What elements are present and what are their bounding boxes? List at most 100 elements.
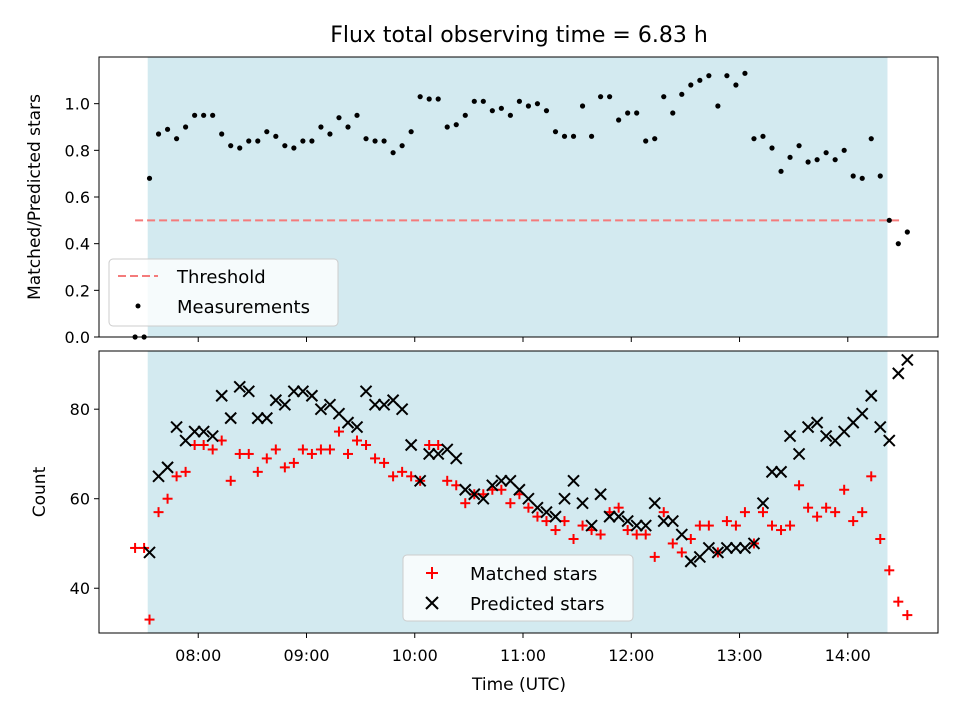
- matched-star-point: [649, 551, 660, 562]
- measurement-point: [904, 229, 910, 235]
- measurement-point: [327, 131, 333, 137]
- measurement-point: [336, 115, 342, 121]
- predicted-star-point: [468, 488, 481, 501]
- predicted-star-point: [224, 411, 237, 425]
- predicted-star-point: [242, 385, 255, 398]
- measurement-point: [724, 73, 730, 79]
- bottom-y-tick-label: 80: [70, 400, 90, 419]
- predicted-star-point: [413, 474, 427, 488]
- predicted-star-point: [648, 496, 661, 510]
- predicted-star-point: [865, 389, 878, 402]
- predicted-star-point: [720, 541, 734, 555]
- predicted-star-point: [422, 447, 436, 461]
- legend-predicted-swatch: [425, 596, 439, 610]
- measurement-point: [228, 143, 234, 149]
- top-y-ticks: 0.0 0.2 0.4 0.6 0.8 1.0: [65, 95, 99, 347]
- matched-star-point: [207, 444, 218, 455]
- predicted-star-point: [747, 537, 761, 550]
- legend-matched-swatch: [426, 567, 438, 579]
- matched-star-point: [523, 502, 534, 513]
- matched-star-point: [658, 507, 669, 518]
- top-legend: Threshold Measurements: [108, 258, 339, 327]
- predicted-star-point: [197, 425, 210, 438]
- predicted-star-point: [801, 420, 815, 434]
- matched-star-point: [234, 448, 245, 459]
- matched-star-point: [297, 444, 308, 455]
- measurement-point: [435, 96, 441, 102]
- measurement-point: [155, 131, 162, 137]
- predicted-star-point: [296, 385, 310, 398]
- predicted-star-point: [774, 465, 788, 479]
- measurement-point: [210, 112, 216, 118]
- measurement-point: [426, 96, 432, 102]
- predicted-star-point: [188, 425, 201, 438]
- predicted-star-point: [892, 367, 905, 380]
- bottom-legend-box: [402, 554, 634, 622]
- x-tick-label: 13:00: [716, 646, 762, 665]
- measurement-point: [643, 138, 649, 144]
- x-tick-label: 14:00: [825, 646, 871, 665]
- matched-star-point: [776, 525, 787, 536]
- predicted-star-point: [359, 385, 373, 398]
- predicted-star-point: [630, 519, 643, 532]
- legend-predicted-label: Predicted stars: [470, 594, 604, 615]
- measurement-point: [634, 110, 640, 116]
- predicted-star-point: [278, 398, 292, 411]
- measurement-point: [751, 136, 757, 142]
- measurement-point: [471, 98, 477, 104]
- measurement-point: [381, 138, 387, 144]
- matched-star-point: [505, 498, 516, 509]
- predicted-star-point: [495, 474, 508, 488]
- matched-star-point: [866, 471, 877, 482]
- predicted-star-point: [549, 510, 562, 523]
- matched-star-point: [379, 457, 390, 468]
- measurement-point: [670, 110, 676, 116]
- x-axis-label: Time (UTC): [471, 675, 566, 695]
- measurement-point: [895, 241, 901, 247]
- matched-star-point: [352, 435, 363, 446]
- matched-star-point: [225, 475, 236, 486]
- bottom-y-tick-label: 40: [70, 579, 90, 598]
- predicted-star-point: [792, 447, 806, 461]
- matched-star-point: [288, 457, 299, 468]
- matched-star-point: [306, 448, 317, 459]
- predicted-star-point: [251, 411, 264, 425]
- matched-star-point: [279, 462, 290, 473]
- predicted-star-point: [594, 488, 607, 501]
- predicted-star-point: [432, 447, 445, 461]
- predicted-star-point: [161, 461, 174, 474]
- measurement-point: [832, 157, 838, 163]
- chart-title: Flux total observing time = 6.83 h: [330, 23, 708, 48]
- predicted-star-point: [883, 434, 896, 447]
- matched-star-point: [153, 507, 164, 518]
- matched-star-point: [130, 542, 141, 553]
- matched-star-point: [902, 610, 913, 621]
- measurements-series: [132, 70, 910, 340]
- measurement-point: [453, 122, 459, 128]
- measurement-point: [688, 82, 694, 88]
- measurement-point: [760, 133, 766, 139]
- measurement-point: [345, 124, 351, 130]
- predicted-star-point: [350, 420, 364, 434]
- measurement-point: [733, 82, 739, 88]
- matched-star-point: [893, 596, 904, 607]
- matched-star-point: [370, 453, 381, 464]
- predicted-star-point: [874, 420, 887, 434]
- matched-star-point: [252, 466, 263, 477]
- measurement-point: [255, 138, 261, 144]
- matched-star-point: [667, 538, 678, 549]
- x-tick-label: 10:00: [392, 646, 438, 665]
- predicted-star-point: [368, 398, 382, 411]
- matched-star-point: [577, 520, 588, 531]
- measurement-point: [173, 136, 180, 142]
- measurement-point: [841, 147, 847, 153]
- predicted-star-point: [603, 510, 616, 523]
- matched-star-point: [676, 547, 687, 558]
- measurement-point: [192, 112, 198, 118]
- measurement-point: [273, 133, 279, 139]
- measurement-point: [246, 138, 252, 144]
- measurement-point: [805, 159, 811, 165]
- matched-star-point: [640, 529, 651, 540]
- measurement-point: [607, 94, 613, 100]
- measurement-point: [363, 136, 369, 142]
